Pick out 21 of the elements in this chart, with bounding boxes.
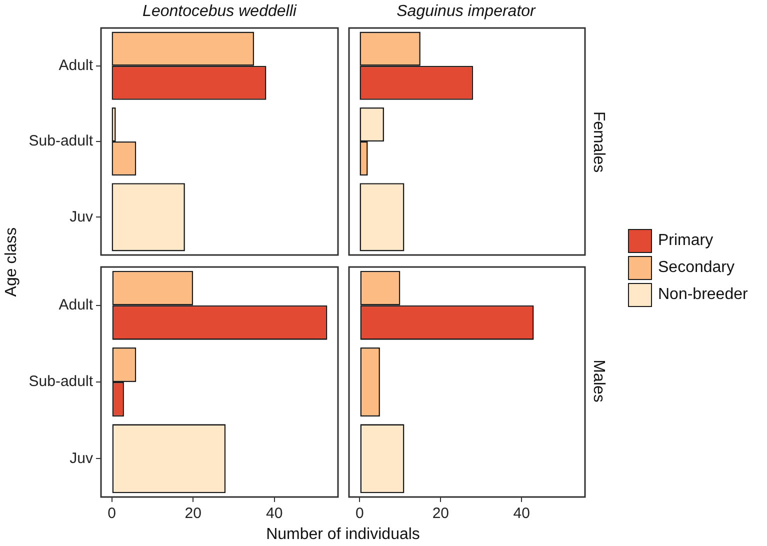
y-tick-label: Juv	[70, 208, 94, 226]
x-tick-label: 40	[513, 505, 530, 522]
y-tick-label: Sub-adult	[28, 373, 94, 390]
x-tick-label: 0	[356, 505, 364, 522]
y-tick-label: Juv	[70, 450, 94, 467]
chart-title: Leontocebus weddelli	[142, 3, 298, 21]
x-tick-label: 20	[432, 505, 450, 522]
y-tick-label: Adult	[58, 296, 94, 314]
chart-title: Saguinus imperator	[396, 3, 537, 21]
legend-label: Non-breeder	[658, 286, 748, 304]
legend-label: Secondary	[658, 258, 734, 276]
y2-axis-title: Females	[589, 110, 607, 174]
x-tick-label: 40	[266, 505, 283, 522]
x-tick-label: 0	[108, 505, 116, 522]
y-tick-label: Adult	[58, 56, 94, 74]
y2-axis-title: Males	[589, 358, 607, 404]
x-axis-title: Number of individuals	[265, 526, 421, 544]
y-tick-label: Sub-adult	[28, 132, 94, 150]
legend-label: Primary	[658, 232, 714, 250]
x-tick-label: 20	[184, 505, 202, 522]
y-axis-title: Age class	[3, 226, 21, 299]
